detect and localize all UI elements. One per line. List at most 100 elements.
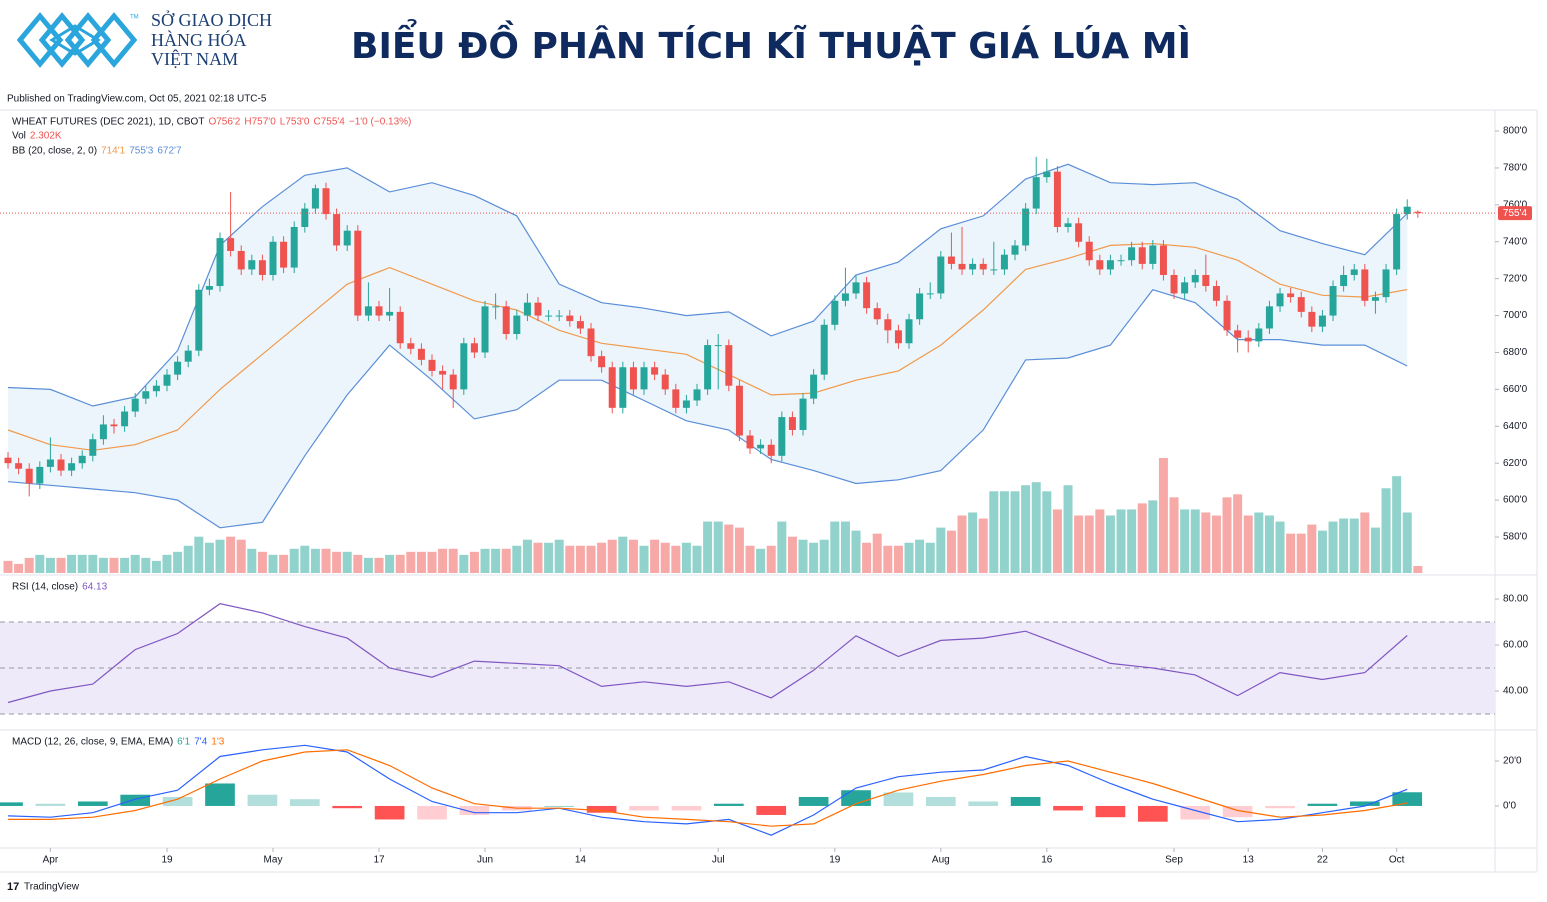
- candle-body: [990, 269, 998, 271]
- candle-body: [428, 359, 436, 371]
- published-note: Published on TradingView.com, Oct 05, 20…: [7, 94, 267, 105]
- candle-body: [757, 444, 765, 449]
- candle-body: [1318, 315, 1326, 327]
- candle-body: [269, 241, 277, 275]
- macd-hist-bar: [459, 805, 490, 815]
- volume-bar: [491, 548, 501, 573]
- candle-body: [693, 389, 701, 401]
- volume-bar: [501, 548, 511, 573]
- legend-text: −1'0 (−0.13%): [349, 117, 412, 128]
- candle-body: [322, 188, 330, 215]
- logo: [16, 12, 138, 68]
- volume-bar: [840, 521, 850, 573]
- candle-body: [852, 282, 860, 294]
- candle-body: [195, 289, 203, 351]
- candle-body: [375, 306, 383, 316]
- volume-bar: [162, 554, 172, 573]
- volume-bar: [353, 554, 363, 573]
- x-tick-label: 17: [373, 855, 385, 866]
- macd-hist-bar: [1307, 803, 1338, 806]
- x-tick-label: Jul: [712, 855, 725, 866]
- volume-bar: [67, 554, 77, 573]
- volume-bar: [1095, 509, 1105, 573]
- candle-body: [1403, 206, 1411, 215]
- volume-bar: [713, 521, 723, 573]
- candle-body: [1202, 274, 1210, 287]
- legend-text: Vol: [12, 131, 26, 142]
- candle-body: [1329, 286, 1337, 316]
- candle-body: [121, 411, 129, 427]
- volume-bar: [385, 554, 395, 573]
- volume-bar: [215, 539, 225, 573]
- candle-body: [1011, 245, 1019, 255]
- candle-body: [1128, 247, 1136, 261]
- volume-bar: [151, 560, 161, 573]
- volume-bar: [1402, 512, 1412, 573]
- volume-bar: [1190, 509, 1200, 573]
- macd-hist-bar: [1095, 805, 1126, 818]
- candle-body: [470, 343, 478, 353]
- volume-bar: [777, 521, 787, 573]
- volume-bar: [35, 554, 45, 573]
- candle-body: [184, 350, 192, 362]
- candle-body: [863, 282, 871, 309]
- volume-bar: [565, 545, 575, 573]
- candle-body: [619, 367, 627, 408]
- candle-body: [714, 345, 722, 347]
- y-tick-label: 60.00: [1503, 640, 1528, 651]
- candle-body: [672, 389, 680, 408]
- volume-bar: [1413, 566, 1423, 573]
- candle-body: [1032, 177, 1040, 209]
- volume-bar: [703, 521, 713, 573]
- volume-bar: [936, 527, 946, 573]
- candle-body: [364, 306, 372, 316]
- x-tick-label: 14: [575, 855, 587, 866]
- y-tick-label: 680'0: [1503, 347, 1528, 358]
- candle-body: [1043, 171, 1051, 178]
- candle-body: [555, 315, 563, 317]
- volume-bar: [130, 554, 140, 573]
- volume-bar: [660, 542, 670, 573]
- volume-bar: [480, 548, 490, 573]
- candle-body: [1170, 274, 1178, 294]
- volume-bar: [1349, 518, 1359, 573]
- candle-body: [301, 208, 309, 227]
- candle-body: [841, 293, 849, 301]
- volume-bar: [893, 545, 903, 573]
- candle-body: [1276, 293, 1284, 307]
- legend-text: RSI (14, close): [12, 582, 78, 593]
- candle-body: [343, 230, 351, 246]
- candle-body: [894, 330, 902, 344]
- candle-body: [682, 400, 690, 408]
- volume-bar: [1392, 476, 1402, 573]
- candle-body: [831, 300, 839, 325]
- candle-body: [1223, 300, 1231, 331]
- volume-bar: [1275, 521, 1285, 573]
- volume-bar: [88, 554, 98, 573]
- volume-bar: [809, 542, 819, 573]
- candle-body: [969, 263, 977, 270]
- x-tick-label: 13: [1243, 855, 1255, 866]
- macd-hist-bar: [374, 805, 405, 820]
- legend-text: MACD (12, 26, close, 9, EMA, EMA): [12, 737, 173, 748]
- x-tick-label: Jun: [477, 855, 493, 866]
- volume-bar: [310, 548, 320, 573]
- candle-body: [661, 374, 669, 390]
- y-tick-label: 20'0: [1503, 756, 1522, 767]
- volume-bar: [915, 539, 925, 573]
- y-tick-label: 740'0: [1503, 236, 1528, 247]
- logo-diamond: [90, 12, 138, 68]
- candle-body: [205, 286, 213, 290]
- candle-body: [1022, 208, 1030, 246]
- candle-body: [1085, 241, 1093, 261]
- volume-bar: [1222, 497, 1232, 573]
- legend-text: O756'2: [208, 117, 240, 128]
- volume-bar: [597, 542, 607, 573]
- y-tick-label: 700'0: [1503, 310, 1528, 321]
- legend-text: BB (20, close, 2, 0): [12, 146, 97, 157]
- volume-bar: [1296, 533, 1306, 573]
- candle-body: [1191, 274, 1199, 283]
- macd-hist-bar: [1137, 805, 1168, 822]
- candle-body: [1287, 293, 1295, 298]
